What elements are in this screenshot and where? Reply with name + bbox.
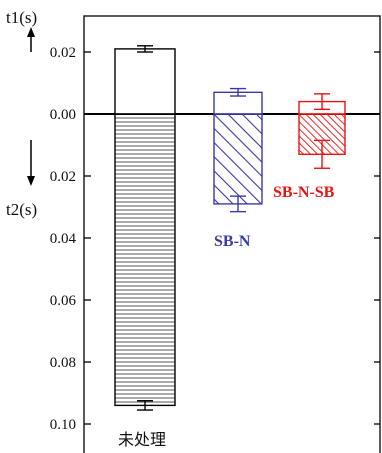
t1-axis-label: t1(s) xyxy=(6,8,37,27)
y-tick-label: 0.02 xyxy=(50,45,76,61)
y-tick-label: 0.10 xyxy=(50,417,76,433)
up-arrow-icon xyxy=(27,27,35,52)
y-tick-label: 0.08 xyxy=(50,355,76,371)
down-arrow-icon xyxy=(27,140,35,186)
series-label: 未处理 xyxy=(118,430,166,449)
t1-bar xyxy=(114,48,176,115)
y-tick-label: 0.06 xyxy=(50,293,77,309)
bars xyxy=(114,45,346,411)
y-tick-label: 0.04 xyxy=(50,231,77,247)
plot-frame xyxy=(83,15,381,453)
series-label: SB-N-SB xyxy=(273,184,335,201)
y-tick-label: 0.02 xyxy=(50,169,76,185)
t2-bar xyxy=(114,113,176,407)
t2-axis-label: t2(s) xyxy=(6,200,37,219)
y-axis-ticks: 0.02 0.00 0.02 0.04 0.06 0.08 0.10 xyxy=(50,45,380,433)
series-labels: 未处理 SB-N SB-N-SB xyxy=(118,184,335,449)
series-label: SB-N xyxy=(214,233,251,250)
y-tick-label: 0.00 xyxy=(50,107,76,123)
t2-bar xyxy=(213,113,263,205)
